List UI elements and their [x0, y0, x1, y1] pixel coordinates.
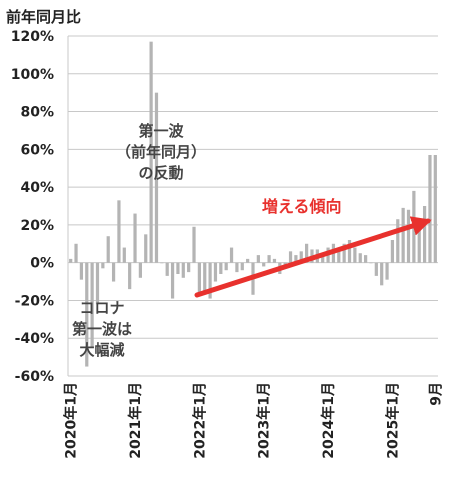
bar [213, 262, 218, 282]
bar [203, 262, 207, 291]
bar [149, 41, 153, 263]
x-tick-label: 2020年1月 [63, 382, 80, 459]
bar [144, 234, 148, 263]
annotation-rebound-line-2: （前年同月） [115, 143, 206, 161]
bar [380, 262, 384, 286]
trend-arrow [194, 216, 432, 298]
annotation-rebound-line-1: 第一波 [138, 122, 184, 140]
bar [219, 262, 223, 274]
bar [401, 207, 405, 263]
bar [95, 262, 100, 305]
annotation-first-wave-line-3: 大幅減 [79, 341, 125, 359]
bar [417, 221, 421, 263]
x-tick-label: 2023年1月 [256, 382, 273, 459]
y-tick-label: 0% [30, 256, 54, 272]
bar [165, 262, 169, 276]
bar [369, 262, 373, 264]
y-tick-label: -20% [15, 293, 54, 309]
bar [133, 213, 137, 263]
bar [422, 206, 427, 263]
y-tick-label: 80% [20, 105, 54, 121]
bar [267, 255, 271, 263]
annotation-first-wave-line-2: 第一波は [71, 320, 132, 338]
bar [235, 262, 239, 273]
bar [240, 262, 244, 271]
y-tick-label: -40% [15, 331, 54, 347]
x-tick-label: 2021年1月 [127, 382, 144, 459]
bar [187, 262, 191, 273]
bar [122, 247, 126, 263]
bar [353, 247, 357, 263]
bar [74, 243, 78, 263]
bar [294, 255, 298, 263]
bar [138, 262, 142, 278]
bar [117, 200, 121, 263]
bar [170, 262, 175, 299]
bar [154, 92, 159, 263]
bar [160, 262, 164, 264]
x-tick-label: 2024年1月 [320, 382, 337, 459]
bar [176, 262, 180, 274]
y-tick-label: -60% [15, 369, 54, 385]
bar [79, 262, 84, 280]
bar [106, 236, 110, 263]
bar [299, 251, 303, 263]
bar [342, 243, 346, 263]
y-tick-label: 20% [20, 218, 54, 234]
bar [288, 251, 293, 263]
bar [433, 155, 437, 263]
bar [101, 262, 105, 269]
bar [111, 262, 116, 282]
bar [229, 247, 234, 263]
bar [305, 243, 309, 263]
bar [364, 255, 368, 263]
bar [85, 262, 89, 367]
trend-label: 増える傾向 [262, 197, 342, 216]
bar [181, 262, 185, 278]
y-axis-unit-label: 前年同月比 [6, 8, 82, 26]
bar [208, 262, 212, 299]
y-tick-label: 100% [11, 67, 54, 83]
bar [246, 258, 250, 263]
x-tick-label: 2025年1月 [384, 382, 401, 459]
annotation-first-wave-line-1: コロナ [79, 299, 125, 317]
bar [272, 258, 277, 263]
annotation-rebound-line-3: の反動 [138, 164, 184, 182]
annotation-rebound: 第一波 （前年同月） の反動 [113, 121, 209, 184]
bar [428, 155, 432, 263]
bar [337, 251, 341, 263]
y-tick-label: 120% [11, 29, 54, 45]
bar [224, 262, 228, 271]
x-tick-label: 9月 [428, 382, 444, 406]
bar [385, 262, 389, 280]
bar [256, 255, 260, 263]
bar [347, 240, 352, 263]
bar [262, 262, 266, 267]
x-tick-label: 2022年1月 [191, 382, 208, 459]
y-tick-label: 40% [20, 180, 54, 196]
y-tick-label: 60% [20, 142, 54, 158]
bar [321, 253, 325, 263]
bar [192, 226, 196, 263]
annotation-first-wave: コロナ 第一波は 大幅減 [62, 298, 142, 361]
bar [358, 253, 362, 263]
bar [90, 262, 94, 348]
bar [406, 209, 411, 263]
bar [128, 262, 132, 290]
bar [69, 258, 73, 263]
bar [390, 240, 395, 263]
bar [197, 262, 201, 293]
bar [396, 219, 400, 263]
bar [374, 262, 378, 276]
